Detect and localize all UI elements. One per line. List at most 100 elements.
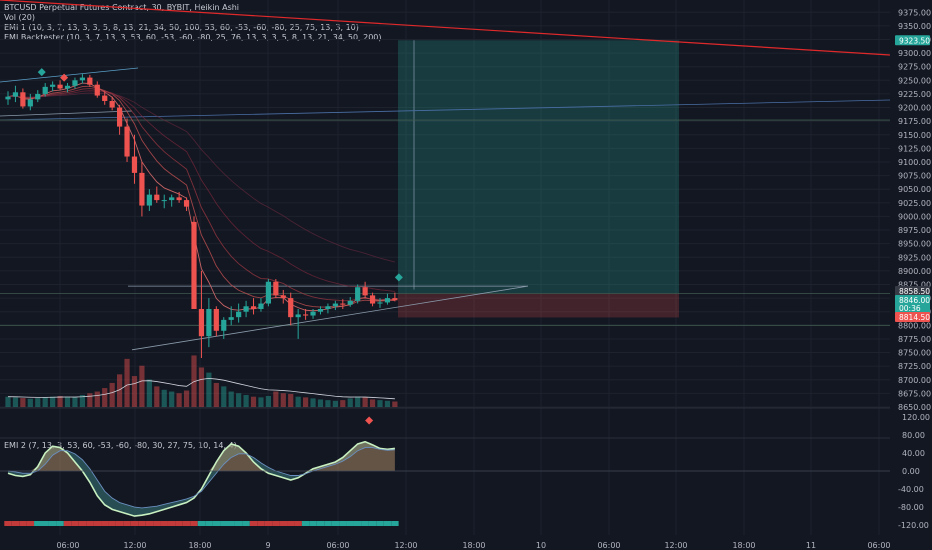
volume-bar: [303, 397, 309, 407]
volume-bar: [325, 400, 331, 407]
price-tag-label: 8814.50: [899, 313, 930, 322]
volume-bar: [198, 367, 205, 407]
position-stop-zone: [398, 293, 679, 318]
price-tag-bg: [895, 35, 930, 46]
volume-bar: [332, 400, 338, 407]
volume-bar: [35, 398, 41, 407]
volume-bar: [12, 397, 19, 407]
legend-emi2[interactable]: EMI 2 (7, 13, 3, 53, 60, -53, -60, -80, …: [4, 441, 237, 450]
time-tick-label: 18:00: [732, 541, 755, 550]
volume-bars: [5, 355, 398, 407]
emi2-state-bar: [279, 521, 288, 526]
candle-body: [265, 281, 271, 304]
candle-body: [57, 84, 63, 89]
volume-bar: [87, 393, 93, 407]
candle-body: [50, 84, 56, 87]
candle-body: [35, 93, 41, 100]
price-tick-label: 8925.00: [898, 253, 931, 262]
time-tick-label: 18:00: [462, 541, 485, 550]
volume-bar: [27, 398, 33, 407]
time-tick-label: 06:00: [597, 541, 620, 550]
emi2-state-bar: [101, 521, 109, 526]
price-tag-bg: [895, 286, 930, 296]
legend-emi1[interactable]: EMI 1 (10, 3, 7, 13, 3, 3, 5, 8, 13, 21,…: [4, 23, 359, 32]
emi2-state-bar: [197, 521, 206, 526]
volume-bar: [109, 382, 115, 407]
price-tick-label: 9075.00: [898, 172, 931, 181]
time-tick-label: 18:00: [188, 541, 211, 550]
volume-bar: [369, 399, 376, 407]
volume-bar: [161, 389, 167, 407]
osc-tick-label: 80.00: [902, 431, 925, 440]
emi2-state-bar: [34, 521, 42, 526]
volume-bar: [5, 396, 11, 407]
price-tick-label: 9375.00: [898, 8, 931, 17]
candle-body: [183, 200, 190, 207]
volume-bar: [79, 394, 85, 407]
emi2-state-bar: [167, 521, 176, 526]
time-axis[interactable]: 06:00 12:00 18:00 9 06:00 12:00 18:00 10 06:00 12…: [56, 541, 890, 550]
price-tag-bg: [895, 312, 930, 322]
price-tick-label: 9350.00: [898, 22, 931, 31]
emi2-state-bar: [324, 521, 332, 526]
legend-backtester[interactable]: EMI Backtester (10, 3, 7, 13, 3, 53, 60,…: [4, 33, 382, 42]
price-tick-label: 9050.00: [898, 185, 931, 194]
emi2-state-bar: [4, 521, 12, 526]
emi2-state-bar: [78, 521, 87, 526]
ema-line-14: [7, 88, 395, 302]
volume-bar: [139, 365, 145, 407]
price-tick-label: 8750.00: [898, 349, 931, 358]
candle-body: [355, 287, 361, 301]
volume-bar: [183, 390, 190, 407]
osc-tick-label: -80.00: [898, 503, 924, 512]
drawing-objects[interactable]: [0, 0, 891, 351]
candle-body: [288, 298, 294, 318]
price-tick-label: 9025.00: [898, 199, 931, 208]
emi2-state-bar: [376, 521, 384, 526]
price-tick-label: 8650.00: [898, 403, 931, 412]
time-tick-label: 12:00: [394, 541, 417, 550]
volume-bar: [340, 400, 346, 407]
legend-vol[interactable]: Vol (20): [4, 13, 35, 22]
price-tag-label: 8858.50: [899, 287, 930, 296]
candle-body: [64, 85, 71, 89]
emi2-state-bar: [383, 521, 392, 526]
candle-body: [206, 308, 212, 337]
emi2-state-bar: [257, 521, 265, 526]
candle-body: [124, 126, 130, 157]
volume-bar: [64, 396, 71, 407]
volume-bar: [176, 393, 182, 407]
price-tick-label: 9275.00: [898, 63, 931, 72]
price-tag-label: 8846.00: [899, 296, 930, 305]
emi2-state-bar: [220, 521, 228, 526]
emi2-slow-line: [7, 447, 395, 509]
volume-bar: [221, 386, 227, 407]
price-tick-label: 9225.00: [898, 90, 931, 99]
time-tick-label: 9: [265, 541, 270, 550]
candle-body: [5, 96, 11, 100]
candle-body: [280, 295, 286, 299]
price-tag-bg: [895, 295, 930, 305]
candle-body: [176, 197, 182, 201]
candle-body: [273, 281, 279, 296]
volume-ma-line: [7, 377, 395, 400]
volume-bar: [72, 397, 78, 407]
price-axis-bg: [890, 0, 932, 550]
volume-bar: [243, 394, 249, 407]
candle-body: [139, 172, 145, 206]
volume-bar: [317, 399, 324, 407]
volume-bar: [250, 396, 257, 407]
volume-bar: [310, 398, 316, 407]
volume-bar: [206, 372, 212, 407]
time-tick-label: 10: [536, 541, 546, 550]
emi2-state-bar: [86, 521, 94, 526]
candlestick-series[interactable]: [5, 68, 403, 358]
volume-bar: [295, 396, 301, 407]
price-axis[interactable]: 9375.009350.009325.009300.009275.009250.…: [890, 0, 932, 550]
volume-bar: [154, 386, 160, 407]
emi2-state-bar: [11, 521, 20, 526]
volume-bar: [213, 382, 219, 407]
emi2-state-bar: [391, 521, 399, 526]
